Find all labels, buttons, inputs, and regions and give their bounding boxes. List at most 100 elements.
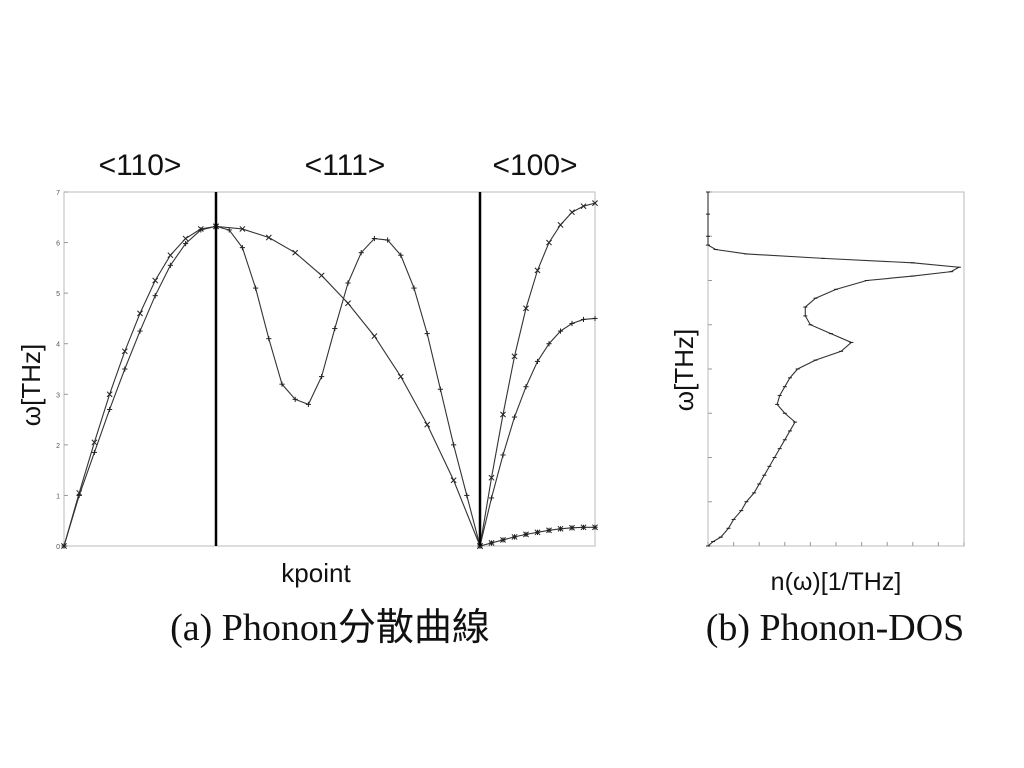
dispersion-point <box>546 341 552 347</box>
dispersion-point <box>318 272 325 279</box>
dispersion-ytick-label: 2 <box>56 443 60 450</box>
dispersion-y-label: ω[THz] <box>16 344 46 426</box>
dispersion-point <box>239 225 246 232</box>
dispersion-point <box>580 316 587 323</box>
dispersion-ytick-label: 1 <box>56 493 60 500</box>
dispersion-point <box>305 401 311 407</box>
dispersion-point <box>592 315 598 322</box>
dispersion-point <box>292 396 298 402</box>
dispersion-ytick-label: 3 <box>56 392 60 399</box>
dispersion-point <box>450 477 457 484</box>
dispersion-branch-100-1 <box>479 317 596 547</box>
dispersion-branch-100-0 <box>479 202 596 547</box>
dispersion-point <box>182 235 189 242</box>
dispersion-point <box>91 449 97 456</box>
dispersion-point <box>592 524 598 531</box>
dispersion-point <box>464 492 470 499</box>
dispersion-point <box>371 333 378 340</box>
dispersion-point <box>76 492 82 499</box>
dispersion-point <box>266 336 272 342</box>
direction-label-100: <100> <box>492 149 577 182</box>
dispersion-point <box>137 328 143 334</box>
dispersion-point <box>523 384 529 390</box>
dispersion-point <box>534 358 541 365</box>
dispersion-point <box>122 366 128 372</box>
dispersion-point <box>183 240 189 247</box>
dispersion-point <box>451 442 457 448</box>
dispersion-point <box>546 239 552 246</box>
dispersion-point <box>424 331 430 337</box>
dispersion-point <box>488 540 495 546</box>
dispersion-point <box>534 267 541 274</box>
dispersion-point <box>385 237 391 243</box>
dispersion-branch-110-1 <box>63 225 217 547</box>
dispersion-point <box>511 533 518 540</box>
dispersion-point <box>424 421 431 428</box>
dispersion-point <box>569 209 575 216</box>
dispersion-branch-111-1 <box>215 225 481 547</box>
dispersion-point <box>226 227 232 233</box>
direction-label-111: <111> <box>305 149 386 182</box>
dispersion-point <box>592 200 598 207</box>
dispersion-point <box>411 285 417 291</box>
dispersion-point <box>198 227 204 233</box>
dispersion-ytick-label: 7 <box>56 190 60 197</box>
dispersion-point <box>91 439 98 446</box>
dispersion-point <box>371 235 377 242</box>
dispersion-point <box>253 285 259 291</box>
dispersion-point <box>106 391 113 398</box>
dispersion-point <box>500 536 506 543</box>
dispersion-chart: 0 1 2 3 4 5 6 7 <110> <111> <100> ω[THz] kpoint… <box>16 149 598 649</box>
dos-curve <box>707 192 961 547</box>
dispersion-point <box>292 249 299 256</box>
dos-chart: ω[THz] n(ω)[1/THz] (b) Phonon-DOS <box>669 191 965 649</box>
dispersion-point <box>488 474 495 481</box>
dispersion-point <box>152 293 158 299</box>
dispersion-point <box>319 373 325 380</box>
dispersion-point <box>345 300 351 307</box>
dispersion-point <box>137 310 143 317</box>
dispersion-point <box>557 328 564 334</box>
dispersion-point <box>397 373 404 380</box>
dispersion-point <box>523 531 529 538</box>
dispersion-point <box>557 525 564 532</box>
dispersion-point <box>345 280 351 286</box>
dispersion-ytick-label: 0 <box>56 544 60 551</box>
dispersion-point <box>569 320 575 327</box>
dos-plot-frame <box>707 191 965 547</box>
dispersion-point <box>332 325 338 332</box>
direction-label-110: <110> <box>99 149 182 182</box>
dispersion-point <box>488 495 495 501</box>
dispersion-point <box>107 406 113 413</box>
dispersion-x-label: kpoint <box>281 558 351 588</box>
dispersion-ytick-label: 6 <box>56 241 60 248</box>
dispersion-point <box>437 386 443 392</box>
dispersion-point <box>500 411 506 418</box>
dispersion-point <box>358 250 364 256</box>
dispersion-point <box>167 262 173 268</box>
dispersion-point <box>61 543 67 549</box>
dispersion-point <box>569 524 575 531</box>
dos-caption: (b) Phonon-DOS <box>706 607 965 649</box>
dispersion-ytick-label: 4 <box>56 342 60 349</box>
dispersion-point <box>523 305 529 312</box>
dispersion-plot-frame <box>63 191 596 547</box>
dispersion-point <box>546 527 552 534</box>
dispersion-point <box>511 414 518 420</box>
dispersion-point <box>279 381 285 387</box>
dispersion-branch-110-0 <box>63 225 217 547</box>
dispersion-point <box>580 524 587 531</box>
dispersion-ytick-label: 5 <box>56 291 60 298</box>
dispersion-point <box>500 452 506 458</box>
dispersion-point <box>511 353 518 360</box>
dispersion-point <box>239 245 245 251</box>
dos-x-label: n(ω)[1/THz] <box>771 568 902 596</box>
dispersion-branch-111-0 <box>215 225 481 547</box>
dispersion-point <box>580 203 587 210</box>
dispersion-point <box>167 252 174 259</box>
dispersion-point <box>121 348 128 355</box>
dispersion-point <box>398 252 404 258</box>
dispersion-point <box>557 221 564 228</box>
dispersion-point <box>152 277 159 284</box>
